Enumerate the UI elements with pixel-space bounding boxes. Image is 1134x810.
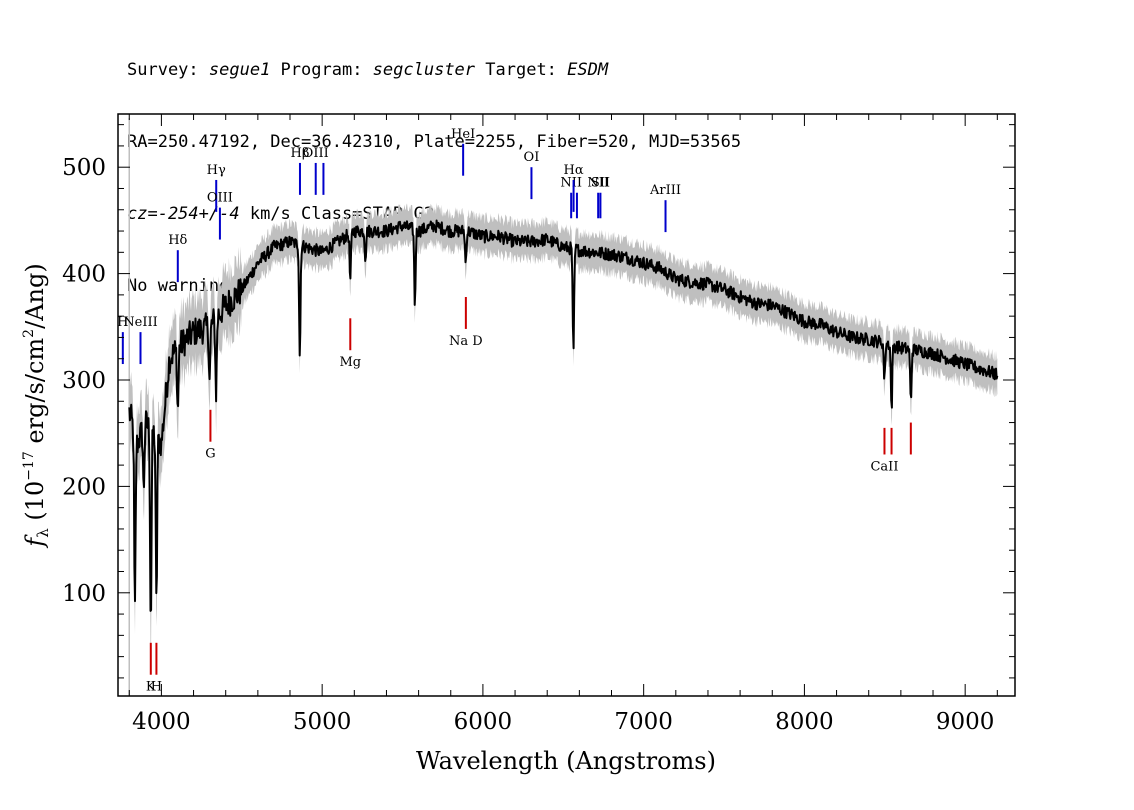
absorption-line-label: G [205,447,215,462]
error-band-layer [128,118,998,696]
survey-value: segue1 [208,60,271,80]
emission-line-label: Hα [564,163,584,178]
absorption-line-label: CaII [870,459,898,474]
x-tick-label: 7000 [614,709,673,735]
emission-line-label: SII [591,176,610,191]
target-value: ESDM [567,60,609,80]
absorption-line-label: Na D [449,334,483,349]
y-axis-label-open: (10 [21,481,49,529]
emission-line-label: NII [587,176,609,191]
emission-line-label: NII [560,176,582,191]
y-tick-label: 200 [62,474,106,500]
y-axis-label: fλ (10−17 erg/s/cm2/Ang) [21,263,52,548]
y-tick-label: 400 [62,262,106,288]
x-tick-label: 9000 [936,709,995,735]
y-tick-label: 500 [62,155,106,181]
x-tick-label: 5000 [293,709,352,735]
emission-line-label: OIII [207,191,233,206]
y-axis-label-unit: erg/s/cm [21,338,49,452]
redshift-value: cz=-254+/-4 [127,204,240,224]
absorption-line-label: H [151,680,162,695]
flux-layer [128,219,999,612]
x-axis-label: Wavelength (Angstroms) [416,747,716,775]
emission-line-label: ArIII [649,183,681,198]
y-axis-label-close: /Ang) [21,263,49,329]
error-band [129,202,998,645]
emission-line-label: OIII [303,146,329,161]
target-label: Target: [475,60,568,80]
survey-label: Survey: [127,60,209,80]
y-tick-label: 300 [62,368,106,394]
program-label: Program: [270,60,373,80]
y-tick-label: 100 [62,581,106,607]
emission-line-label: NeIII [123,315,157,330]
x-tick-label: 4000 [132,709,191,735]
plot-frame [117,113,1016,697]
y-axis-label-exp: −17 [21,451,37,481]
emission-line-label: Hβ [291,146,310,161]
axis-ticks: 4000 5000 6000 7000 8000 9000 100 200 300 400 500 [62,114,1015,735]
emission-line-label: Hδ [168,233,187,248]
emission-line-label: OI [524,150,540,165]
emission-line-label: H [117,315,128,330]
y-axis-label-sub: λ [34,528,52,538]
x-tick-label: 6000 [454,709,513,735]
y-axis-label-exp2: 2 [21,329,37,338]
emission-line-label: Hγ [207,163,226,178]
program-value: segcluster [372,60,476,80]
flux-line [128,219,999,612]
absorption-line-label: Mg [339,355,361,370]
x-tick-label: 8000 [775,709,834,735]
emission-line-label: HeI [451,127,475,142]
header-line-1: Survey: segue1 Program: segcluster Targe… [127,58,741,82]
header-line-2: RA=250.47192, Dec=36.42310, Plate=2255, … [127,132,742,152]
absorption-line-label: K [146,680,156,695]
